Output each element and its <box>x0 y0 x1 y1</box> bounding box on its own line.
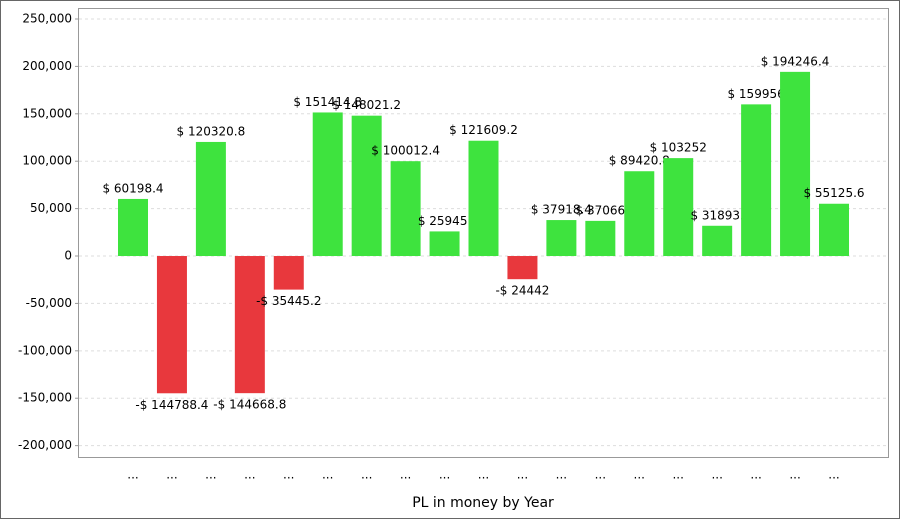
x-tick-label: ... <box>634 468 645 482</box>
bar <box>273 256 304 290</box>
value-label: $ 60198.4 <box>102 181 163 195</box>
value-label: $ 151414.8 <box>293 95 362 109</box>
value-label: $ 148021.2 <box>332 98 401 112</box>
x-tick-label: ... <box>789 468 800 482</box>
x-tick-label: ... <box>439 468 450 482</box>
bar <box>780 71 811 257</box>
x-tick-label: ... <box>127 468 138 482</box>
y-tick-label: -200,000 <box>18 438 72 452</box>
value-label: $ 37066 <box>576 203 626 217</box>
value-label: $ 194246.4 <box>761 54 830 68</box>
value-label: $ 25945. <box>418 214 471 228</box>
x-tick-label: ... <box>244 468 255 482</box>
y-tick-label: 50,000 <box>30 201 72 215</box>
x-tick-label: ... <box>361 468 372 482</box>
y-tick-label: 150,000 <box>22 106 72 120</box>
y-tick-label: 0 <box>64 249 72 263</box>
x-tick-label: ... <box>322 468 333 482</box>
bar <box>118 198 148 257</box>
bar <box>663 158 694 257</box>
bar <box>546 220 577 257</box>
x-axis-title: PL in money by Year <box>412 495 554 511</box>
x-tick-label: ... <box>283 468 294 482</box>
value-label: $ 100012.4 <box>371 144 440 158</box>
y-tick-label: -50,000 <box>26 296 72 310</box>
value-label: $ 103252 <box>650 141 707 155</box>
value-label: $ 159956 <box>727 87 784 101</box>
x-tick-label: ... <box>166 468 177 482</box>
value-label: -$ 144668.8 <box>213 398 286 412</box>
x-tick-label: ... <box>828 468 839 482</box>
bar <box>741 104 772 257</box>
bar <box>468 140 499 257</box>
y-tick-label: -150,000 <box>18 391 72 405</box>
x-tick-label: ... <box>750 468 761 482</box>
bar <box>195 141 226 257</box>
value-label: $ 89420.8 <box>609 154 670 168</box>
value-label: $ 55125.6 <box>803 186 864 200</box>
y-tick-label: 200,000 <box>22 59 72 73</box>
bar <box>624 171 655 257</box>
bar <box>819 203 849 257</box>
value-label: $ 121609.2 <box>449 123 518 137</box>
value-label: -$ 35445.2 <box>256 294 321 308</box>
value-label: -$ 144788.4 <box>135 398 208 412</box>
y-tick-label: -100,000 <box>18 343 72 357</box>
bar <box>156 256 187 394</box>
x-tick-label: ... <box>205 468 216 482</box>
bar <box>429 231 460 257</box>
x-tick-label: ... <box>400 468 411 482</box>
value-label: -$ 24442 <box>495 284 549 298</box>
x-tick-label: ... <box>672 468 683 482</box>
x-tick-label: ... <box>595 468 606 482</box>
bar <box>702 225 733 257</box>
x-tick-label: ... <box>478 468 489 482</box>
bar <box>507 256 538 280</box>
bar <box>312 112 343 257</box>
value-label: $ 37918.4 <box>531 203 592 217</box>
bar <box>585 220 616 257</box>
bar <box>234 256 265 394</box>
x-tick-label: ... <box>711 468 722 482</box>
value-label: $ 31893. <box>690 208 743 222</box>
x-tick-label: ... <box>556 468 567 482</box>
value-label: $ 120320.8 <box>177 124 246 138</box>
y-tick-label: 250,000 <box>22 11 72 25</box>
bar <box>390 161 421 257</box>
x-tick-label: ... <box>517 468 528 482</box>
bar <box>351 115 382 257</box>
y-tick-label: 100,000 <box>22 154 72 168</box>
